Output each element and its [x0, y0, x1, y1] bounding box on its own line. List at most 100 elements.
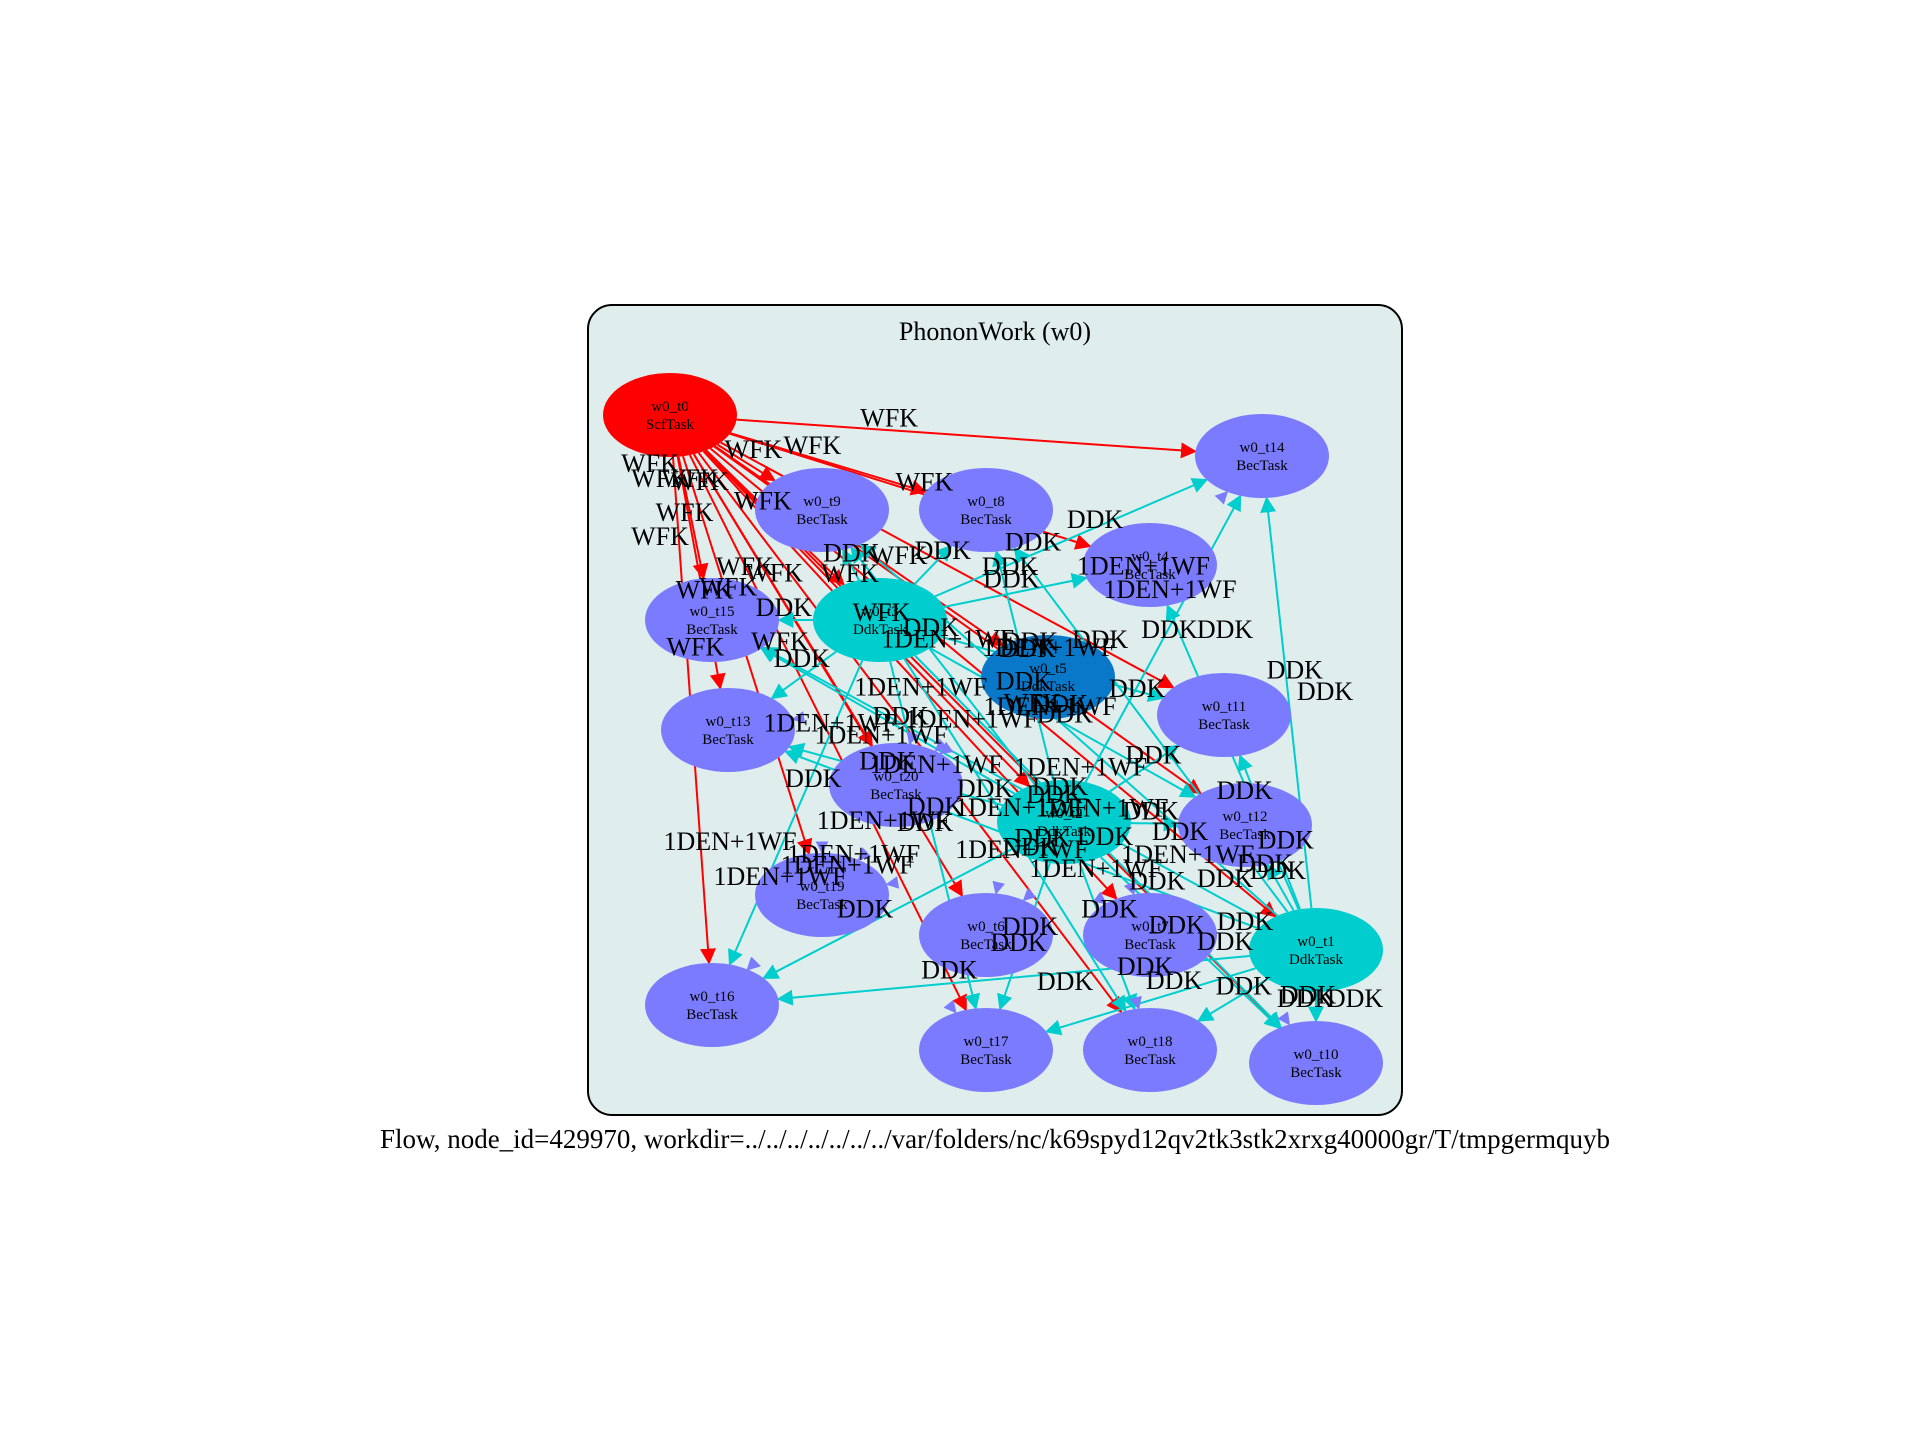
edge-label: DDK: [1037, 699, 1094, 728]
edge-label: DDK: [921, 956, 978, 985]
edge-label: WFK: [667, 632, 725, 661]
node-type: BecTask: [960, 937, 1012, 953]
edge-label: 1DEN+1WF: [854, 672, 987, 701]
edge-label-extra: DDK: [1237, 849, 1294, 878]
cluster-title: PhononWork (w0): [899, 317, 1091, 346]
edge-label: WFK: [734, 486, 792, 515]
edge-label: 1DEN+1WF: [982, 633, 1115, 662]
edge-w0_t3-w0_t4: [943, 573, 1088, 608]
node-type: BecTask: [960, 1052, 1012, 1068]
edge-label: DDK: [999, 634, 1056, 663]
edge-w0_t3-w0_t16: [728, 660, 864, 966]
node-w0_t10: w0_t10 BecTask: [1249, 1021, 1383, 1105]
node-type: DdkTask: [1289, 952, 1343, 968]
node-name: w0_t14: [1240, 440, 1286, 456]
edge-label-extra: DDK: [1277, 984, 1334, 1013]
edge-label: WFK: [699, 572, 757, 601]
edge-w0_t3-w0_t9: [842, 548, 860, 581]
edge-label: WFK: [783, 431, 841, 460]
edge-w0_t1-w0_t17: [1044, 967, 1256, 1036]
node-type: BecTask: [1290, 1065, 1342, 1081]
edge-label: WFK: [860, 404, 918, 433]
node-ellipse: [755, 468, 889, 552]
node-ellipse: [1157, 673, 1291, 757]
edge-label: DDK: [1032, 690, 1089, 719]
edge-label: DDK: [1123, 797, 1180, 826]
flow-caption: Flow, node_id=429970, workdir=../../../.…: [380, 1124, 1610, 1154]
node-w0_t20: w0_t20 BecTask: [829, 743, 963, 827]
node-type: BecTask: [686, 622, 738, 638]
node-type: BecTask: [686, 1007, 738, 1023]
node-w0_t9: w0_t9 BecTask: [755, 468, 889, 552]
node-ellipse: [981, 635, 1115, 719]
node-name: w0_t7: [1131, 919, 1169, 935]
node-ellipse: [661, 688, 795, 772]
node-ellipse: [603, 373, 737, 457]
edge-w0_t2-w0_t14: [1084, 494, 1242, 783]
edge-label: DDK: [1141, 615, 1198, 644]
edge-label: WFK: [870, 541, 928, 570]
edge-label-extra: DDK: [957, 774, 1014, 803]
edge-label-extra: DDK: [1002, 912, 1059, 941]
edge-label: DDK: [1216, 971, 1273, 1000]
node-type: BecTask: [870, 787, 922, 803]
edge-label: DDK: [1002, 833, 1059, 862]
node-name: w0_t20: [874, 769, 919, 785]
edge-label: 1DEN+1WF: [1121, 840, 1254, 869]
node-type: DdkTask: [853, 622, 907, 638]
edge-w0_t3-w0_t8: [913, 544, 953, 585]
edge-label-extra: DDK: [1117, 952, 1174, 981]
edge-label: 1DEN+1WF: [1077, 551, 1210, 580]
edge-label: DDK: [996, 666, 1053, 695]
node-name: w0_t17: [964, 1034, 1010, 1050]
edge-label: 1DEN+1WF: [905, 704, 1038, 733]
edge-label-extra: 1DEN+1WF: [983, 692, 1116, 721]
edge-label: DDK: [785, 764, 842, 793]
edge-label: DDK: [990, 928, 1047, 957]
edge-label-extra: DDK: [1037, 967, 1094, 996]
edge-label: DDK: [1146, 966, 1203, 995]
edge-w0_t2-w0_t12: [1130, 815, 1180, 832]
node-w0_t19: w0_t19 BecTask: [755, 853, 889, 937]
edge-label: DDK: [1125, 741, 1182, 770]
edge-label: DDK: [1026, 780, 1083, 809]
node-type: BecTask: [1124, 567, 1176, 583]
edge-label-extra: WFK: [631, 464, 689, 493]
edge-w0_t1-w0_t18: [1196, 978, 1269, 1022]
edge-label-extra: DDK: [1217, 907, 1274, 936]
edge-label: DDK: [1081, 894, 1138, 923]
node-type: BecTask: [960, 512, 1012, 528]
node-ellipse: [919, 468, 1053, 552]
edge-label: DDK: [1014, 824, 1071, 853]
node-name: w0_t12: [1223, 809, 1268, 825]
edge-label: DDK: [774, 644, 831, 673]
edge-label: 1DEN+1WF: [1035, 793, 1168, 822]
node-w0_t2: w0_t2 DdkTask: [997, 780, 1131, 864]
edge-label-extra: DDK: [1032, 772, 1089, 801]
edge-label-extra: 1DEN+1WF: [663, 827, 796, 856]
edge-label: DDK: [823, 539, 880, 568]
node-w0_t6: w0_t6 BecTask: [919, 893, 1053, 977]
node-name: w0_t9: [803, 494, 841, 510]
edge-w0_t0-w0_t14: [736, 418, 1198, 459]
edge-label-extra: DDK: [982, 552, 1039, 581]
edge-label: DDK: [1109, 674, 1166, 703]
edge-label-extra: DDK: [1197, 927, 1254, 956]
edge-w0_t3-w0_t13: [770, 650, 837, 700]
edge-label: 1DEN+1WF: [814, 720, 947, 749]
edge-label-extra: 1DEN+1WF: [713, 862, 846, 891]
node-ellipse: [1249, 1021, 1383, 1105]
node-ellipse: [1083, 523, 1217, 607]
node-name: w0_t4: [1131, 549, 1169, 565]
node-w0_t0: w0_t0 ScfTask: [603, 373, 737, 457]
edge-label: DDK: [837, 894, 894, 923]
node-w0_t13: w0_t13 BecTask: [661, 688, 795, 772]
edge-label: 1DEN+1WF: [817, 806, 950, 835]
edge-label: WFK: [745, 558, 803, 587]
edge-label: DDK: [872, 701, 929, 730]
edge-label-extra: WFK: [631, 522, 689, 551]
edge-label-extra: WFK: [661, 464, 719, 493]
edge-label: WFK: [1004, 688, 1062, 717]
node-type: BecTask: [796, 512, 848, 528]
node-ellipse: [919, 1008, 1053, 1092]
